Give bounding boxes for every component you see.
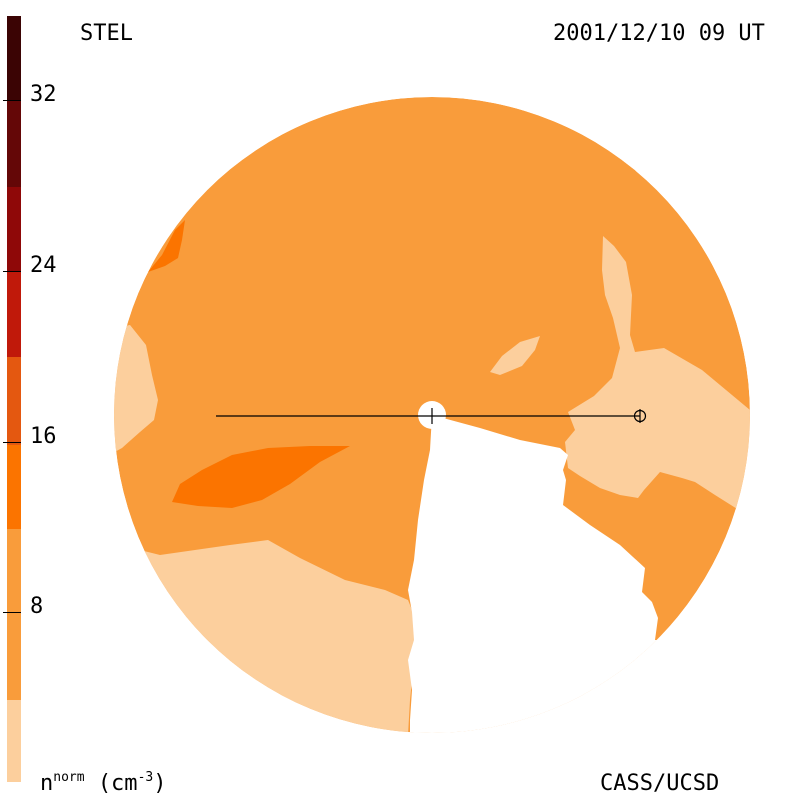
colorbar-segment	[7, 101, 21, 187]
colorbar-tick	[3, 271, 21, 272]
timestamp-label: 2001/12/10 09 UT	[553, 21, 765, 46]
colorbar-tick	[3, 100, 21, 101]
colorbar-segment	[7, 445, 21, 529]
colorbar-segment	[7, 16, 21, 101]
low-density-region	[490, 336, 540, 375]
observatory-label: STEL	[80, 21, 133, 46]
high-density-region	[172, 446, 350, 508]
credit-label: CASS/UCSD	[600, 771, 720, 796]
earth-icon	[633, 409, 647, 423]
units-base: n	[40, 771, 54, 796]
colorbar-segment	[7, 700, 21, 782]
units-superscript: norm	[53, 770, 85, 785]
units-label: nnorm (cm-3)	[40, 770, 167, 796]
colorbar-tick-label: 32	[30, 82, 57, 107]
colorbar-tick	[3, 442, 21, 443]
high-density-region	[148, 220, 185, 272]
colorbar-segment	[7, 187, 21, 271]
units-exponent: -3	[137, 770, 154, 785]
colorbar-segment	[7, 271, 21, 357]
colorbar-tick	[3, 612, 21, 613]
colorbar-tick-label: 16	[30, 424, 57, 449]
low-density-region	[565, 236, 750, 520]
colorbar	[7, 16, 21, 782]
units-paren-close: )	[153, 771, 167, 796]
colorbar-tick-label: 8	[30, 594, 44, 619]
colorbar-segment	[7, 357, 21, 445]
colorbar-tick-label: 24	[30, 253, 57, 278]
colorbar-segment	[7, 529, 21, 700]
units-paren-open: (cm	[97, 771, 138, 796]
